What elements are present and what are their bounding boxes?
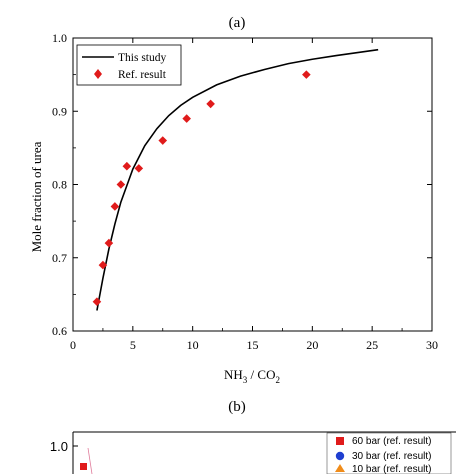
x-tick-label-0: 0 [70,338,76,352]
data-point-ref-result [158,136,168,145]
y-tick-label-1.0: 1.0 [52,31,67,45]
legend-label-ref-result: Ref. result [118,69,167,81]
panel-b: (b) 1.0 60 bar (ref. result) 30 bar (ref… [50,399,456,474]
panel-b-y-tick-label: 1.0 [50,439,68,454]
y-tick-label-0.7: 0.7 [52,251,67,265]
panel-a: (a) 0 5 10 15 20 25 30 0.6 0.7 0.8 0.9 1.0 This st… [29,15,438,385]
data-point-ref-result [134,164,144,173]
x-tick-label-20: 20 [306,338,318,352]
panel-a-y-axis-label: Mole fraction of urea [29,141,44,252]
panel-b-data-point [80,463,87,470]
legend-marker-60-bar [336,437,344,445]
series-line-this-study [96,48,379,311]
legend-label-10-bar: 10 bar (ref. result) [352,464,431,474]
data-point-ref-result [182,114,191,123]
legend-box [76,44,182,86]
panel-a-series [92,48,379,311]
panel-b-curve-fragment [87,447,93,474]
y-tick-label-0.8: 0.8 [52,178,67,192]
x-tick-label-25: 25 [366,338,378,352]
x-tick-label-15: 15 [247,338,259,352]
legend-label-this-study: This study [118,52,166,64]
legend-marker-30-bar [335,451,345,461]
x-tick-label-10: 10 [187,338,199,352]
panel-a-label: (a) [229,15,246,31]
x-tick-label-30: 30 [426,338,438,352]
data-point-ref-result [206,99,215,109]
panel-b-label: (b) [228,399,246,415]
legend-marker-ref-result [94,69,102,79]
data-point-ref-result [98,260,108,270]
legend-marker-10-bar [335,464,345,472]
data-point-ref-result [104,238,114,248]
panel-a-y-ticks: 0.6 0.7 0.8 0.9 1.0 [52,31,432,338]
y-tick-label-0.6: 0.6 [52,324,67,338]
panel-a-x-ticks: 0 5 10 15 20 25 30 [70,38,438,352]
data-point-ref-result [122,161,132,171]
data-point-ref-result [302,70,311,79]
data-point-ref-result [110,202,120,211]
panel-b-legend: 60 bar (ref. result) 30 bar (ref. result… [326,432,452,474]
legend-label-60-bar: 60 bar (ref. result) [352,436,431,447]
data-point-ref-result [92,297,102,306]
panel-a-legend: This study Ref. result [76,44,182,86]
data-point-ref-result [116,180,126,189]
panel-a-x-axis-label: NH3 / CO2 [224,367,280,385]
panel-b-legend-box [326,432,452,474]
y-tick-label-0.9: 0.9 [52,104,67,118]
x-tick-label-5: 5 [130,338,136,352]
legend-label-30-bar: 30 bar (ref. result) [352,451,431,462]
